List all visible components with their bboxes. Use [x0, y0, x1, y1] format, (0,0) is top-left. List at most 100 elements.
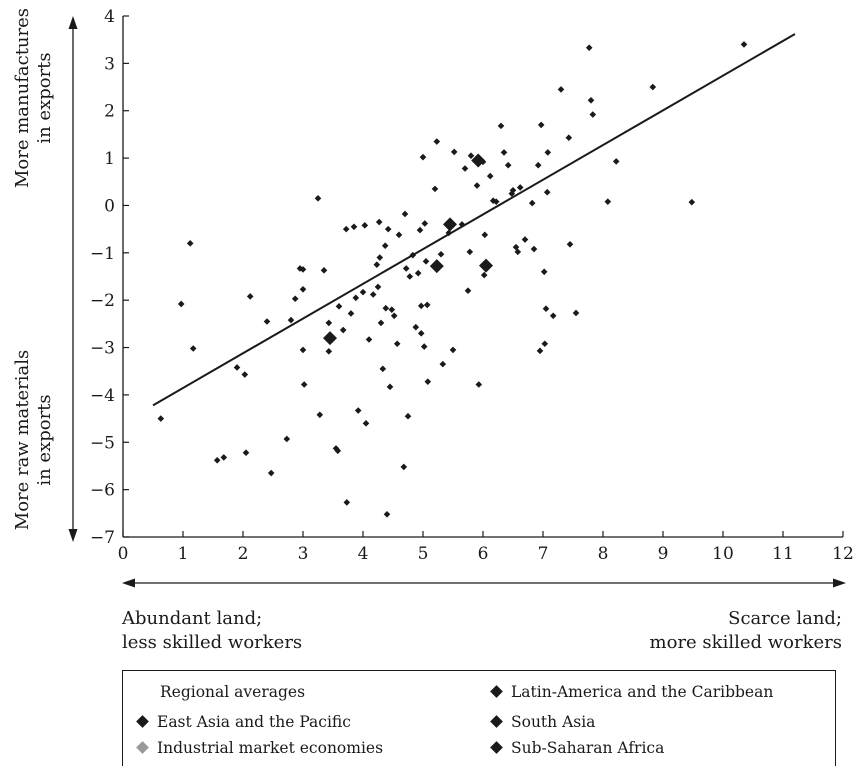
x-tick-label: 9: [658, 544, 669, 564]
arrow-down-icon: [68, 529, 78, 542]
x-tick-label: 8: [598, 544, 609, 564]
data-point: [566, 240, 574, 248]
data-point: [424, 378, 432, 385]
data-point: [354, 407, 362, 414]
data-point: [267, 469, 275, 477]
y-tick-label: −3: [90, 339, 115, 359]
data-point: [445, 229, 453, 237]
data-point: [186, 240, 194, 247]
data-point: [404, 412, 412, 420]
y-tick-label: 3: [104, 54, 115, 74]
data-point: [516, 184, 524, 191]
diamond-marker-icon: [136, 741, 149, 754]
data-point: [489, 197, 497, 205]
y-tick-label: 0: [104, 196, 115, 216]
arrow-right-icon: [833, 578, 846, 588]
y-axis-top-label-line: in exports: [34, 52, 55, 143]
data-point: [417, 330, 425, 337]
data-point: [287, 316, 295, 324]
data-point: [383, 510, 391, 518]
data-point: [423, 301, 431, 309]
y-axis-top-label: More manufacturesin exports: [12, 8, 55, 188]
data-point: [740, 41, 748, 48]
data-point: [361, 222, 369, 229]
data-point: [291, 295, 299, 303]
data-point: [241, 371, 249, 378]
y-tick-label: −5: [90, 433, 115, 453]
arrow-up-icon: [68, 16, 78, 29]
data-point: [437, 250, 445, 258]
x-tick-label: 11: [772, 544, 794, 564]
data-point: [412, 323, 420, 331]
regional-average-point: [479, 258, 493, 273]
x-axis-right-label: Scarce land; more skilled workers: [650, 607, 842, 655]
data-point: [504, 161, 512, 169]
data-point: [320, 267, 328, 274]
data-point: [365, 336, 373, 343]
data-point: [541, 340, 549, 348]
legend: Regional averages East Asia and the Paci…: [122, 670, 836, 766]
diamond-marker-icon: [490, 685, 503, 698]
data-point: [362, 420, 370, 427]
data-point: [649, 83, 657, 91]
data-point: [377, 319, 385, 327]
data-point: [414, 269, 422, 277]
x-tick-label: 2: [238, 544, 249, 564]
legend-item-east-asia: East Asia and the Pacific: [136, 711, 351, 733]
data-point: [439, 360, 447, 368]
data-point: [461, 165, 469, 172]
legend-label: Industrial market economies: [157, 739, 384, 757]
legend-item-latin-america: Latin-America and the Caribbean: [490, 681, 773, 703]
data-point: [373, 261, 381, 268]
legend-item-sub-saharan-africa: Sub-Saharan Africa: [490, 737, 664, 759]
data-point: [242, 449, 250, 456]
data-point: [246, 293, 254, 300]
data-point: [374, 283, 382, 291]
data-point: [343, 499, 351, 506]
diamond-marker-icon: [490, 715, 503, 728]
data-point: [395, 231, 403, 239]
data-point: [557, 86, 565, 93]
data-point: [299, 285, 307, 293]
data-point: [386, 383, 394, 391]
y-tick-label: −6: [90, 481, 115, 501]
data-point: [422, 258, 430, 265]
data-point: [492, 198, 500, 205]
data-point: [543, 188, 551, 196]
y-axis-bottom-label-line: in exports: [34, 394, 55, 485]
x-tick-label: 3: [298, 544, 309, 564]
y-tick-label: −4: [90, 386, 115, 406]
data-point: [431, 185, 439, 193]
data-point: [381, 242, 389, 250]
y-axis-top-label-line: More manufactures: [12, 8, 33, 188]
data-point: [220, 454, 228, 461]
data-point: [401, 210, 409, 218]
data-point: [481, 231, 489, 239]
data-point: [342, 225, 350, 233]
y-tick-label: −2: [90, 291, 115, 311]
data-point: [450, 148, 458, 156]
data-point: [540, 268, 548, 276]
diamond-marker-icon: [136, 715, 149, 728]
data-point: [402, 265, 410, 272]
data-point: [537, 121, 545, 129]
data-point: [419, 153, 427, 161]
data-point: [283, 435, 291, 443]
y-tick-label: 1: [104, 149, 115, 169]
data-point: [300, 381, 308, 388]
data-point: [388, 306, 396, 313]
regional-average-point: [429, 259, 444, 274]
data-point: [350, 223, 358, 231]
data-point: [299, 266, 307, 273]
data-point: [406, 273, 414, 280]
legend-title: Regional averages: [160, 683, 306, 701]
data-point: [339, 326, 347, 334]
data-point: [530, 245, 538, 253]
x-tick-label: 7: [538, 544, 549, 564]
data-point: [421, 220, 429, 227]
data-point: [417, 302, 425, 310]
x-tick-label: 4: [358, 544, 369, 564]
data-point: [612, 158, 620, 165]
data-point: [587, 97, 595, 104]
data-point: [390, 312, 398, 320]
